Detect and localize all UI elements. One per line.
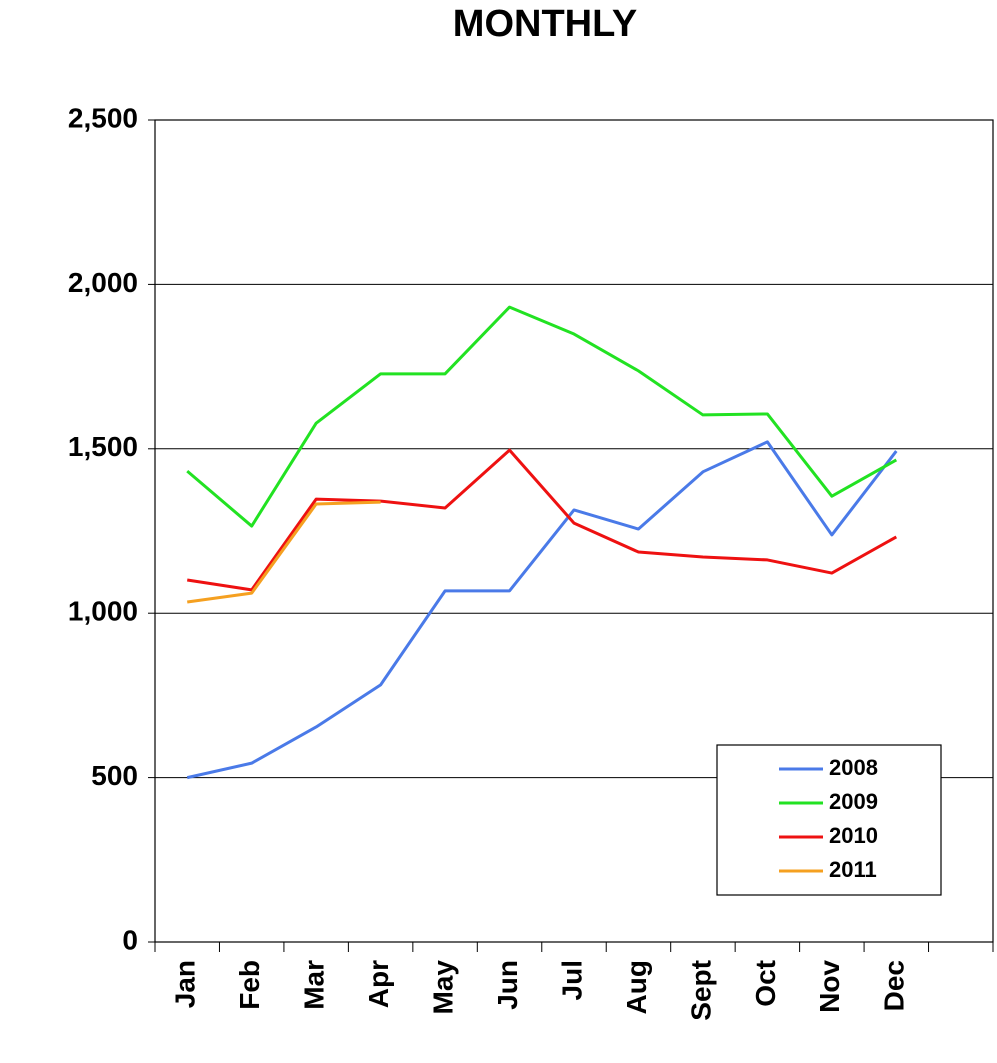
series-line <box>187 448 898 592</box>
x-tick-label: May <box>427 960 458 1015</box>
x-tick-label: Dec <box>879 960 910 1011</box>
legend-box <box>716 744 942 896</box>
legend-label: 2009 <box>829 789 878 814</box>
x-tick-label: Jun <box>492 960 523 1010</box>
x-tick-label: Aug <box>621 960 652 1014</box>
legend-label: 2010 <box>829 823 878 848</box>
series-line <box>186 440 898 780</box>
plot-area <box>154 119 994 943</box>
x-tick-label: Jan <box>170 960 201 1008</box>
y-tick-label: 2,500 <box>68 102 138 133</box>
x-tick-label: Feb <box>234 960 265 1010</box>
y-tick-label: 500 <box>91 760 138 791</box>
y-tick-label: 1,000 <box>68 596 138 627</box>
series-line <box>186 305 898 528</box>
x-tick-label: Nov <box>814 960 845 1013</box>
x-tick-label: Sept <box>685 960 716 1021</box>
x-tick-label: Jul <box>556 960 587 1000</box>
y-tick-label: 2,000 <box>68 267 138 298</box>
x-tick-label: Apr <box>363 960 394 1008</box>
legend-label: 2008 <box>829 755 878 780</box>
series-line <box>187 500 381 604</box>
y-tick-label: 0 <box>122 924 138 955</box>
x-tick-label: Mar <box>299 960 330 1010</box>
y-tick-label: 1,500 <box>68 431 138 462</box>
legend-label: 2011 <box>829 857 877 882</box>
x-tick-label: Oct <box>750 960 781 1007</box>
chart-title: MONTHLY <box>453 3 637 45</box>
